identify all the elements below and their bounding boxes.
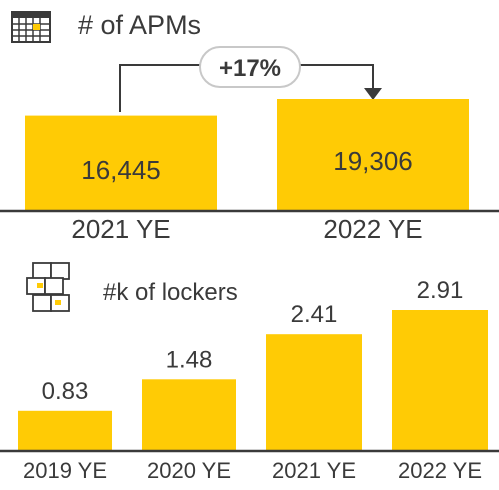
- growth-badge-label: +17%: [219, 55, 281, 82]
- locker-boxes-icon: [26, 262, 70, 312]
- apm-locker-grid-icon: [11, 11, 51, 43]
- lockers-chart-title: #k of lockers: [103, 279, 238, 306]
- growth-arrow: [119, 64, 382, 112]
- lockers-bar-2022: [392, 310, 488, 451]
- apm-value-label-2022: 19,306: [333, 146, 413, 176]
- apm-category-label-2022: 2022 YE: [323, 214, 422, 244]
- lockers-category-label-2020: 2020 YE: [147, 458, 231, 483]
- apms-chart-title: # of APMs: [78, 10, 201, 40]
- lockers-value-label-2020: 1.48: [166, 346, 213, 373]
- apm-value-label-2021: 16,445: [81, 155, 161, 185]
- apm-category-label-2021: 2021 YE: [71, 214, 170, 244]
- lockers-bar-2019: [18, 410, 112, 451]
- lockers-category-label-2022: 2022 YE: [398, 458, 482, 483]
- apm-bar-2021: [25, 115, 217, 211]
- lockers-value-label-2021: 2.41: [291, 301, 338, 328]
- lockers-value-label-2022: 2.91: [417, 277, 464, 304]
- growth-badge: [199, 46, 301, 88]
- lockers-value-label-2019: 0.83: [42, 378, 89, 405]
- lockers-category-label-2021: 2021 YE: [272, 458, 356, 483]
- lockers-bar-2020: [142, 379, 236, 451]
- lockers-bar-2021: [266, 334, 362, 451]
- apm-bar-2022: [277, 99, 469, 211]
- lockers-category-label-2019: 2019 YE: [23, 458, 107, 483]
